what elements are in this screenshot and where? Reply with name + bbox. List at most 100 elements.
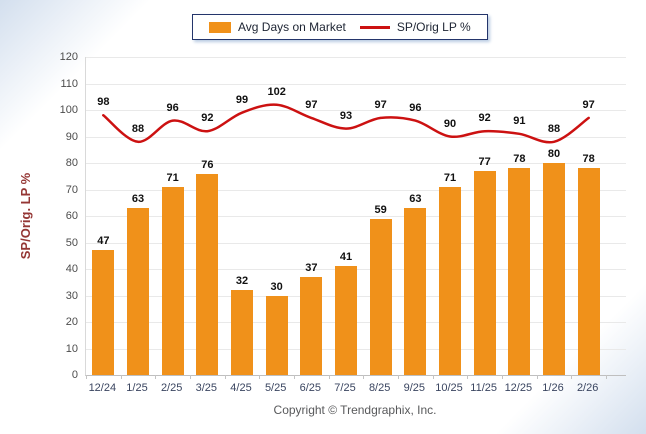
bar-value-label: 63: [131, 193, 145, 206]
x-tick-mark: [328, 375, 330, 379]
bar-value-label: 80: [547, 148, 561, 160]
gridline: [86, 242, 626, 244]
x-tick-mark: [190, 375, 191, 379]
line-value-label: 92: [201, 112, 214, 125]
x-tick-mark: [398, 375, 399, 379]
line-value-label: 97: [582, 98, 595, 111]
bar-value-label: 71: [443, 171, 457, 184]
x-tick-label: 2/25: [160, 382, 183, 394]
gridline: [86, 163, 626, 164]
legend-label: Avg Days on Market: [238, 20, 346, 34]
line-value-label: 96: [409, 101, 422, 114]
x-tick-mark: [294, 375, 295, 379]
bar: [543, 163, 565, 375]
y-tick-label: 80: [65, 157, 78, 169]
y-tick-label: 90: [65, 130, 78, 143]
bar: [161, 186, 184, 375]
line-value-label: 91: [513, 114, 526, 127]
y-tick-label: 100: [59, 104, 78, 116]
x-tick-label: 2/26: [576, 382, 599, 394]
x-tick-mark: [86, 375, 87, 379]
line-value-label: 93: [339, 109, 353, 122]
bar-value-label: 41: [339, 251, 353, 264]
x-tick-label: 12/25: [504, 382, 533, 394]
y-tick-label: 20: [65, 316, 78, 328]
x-tick-mark: [432, 375, 434, 379]
x-tick-label: 4/25: [230, 382, 252, 394]
y-tick-label: 60: [65, 210, 78, 222]
bar-series-swatch-icon: [209, 21, 231, 33]
bar-value-label: 78: [582, 153, 595, 166]
y-tick-label: 70: [65, 183, 78, 196]
x-tick-label: 1/26: [542, 382, 564, 394]
line-value-label: 97: [374, 98, 387, 111]
bar: [127, 208, 149, 375]
bar: [300, 276, 323, 375]
bar-value-label: 47: [97, 235, 110, 248]
bar: [265, 295, 288, 375]
line-value-label: 102: [267, 85, 286, 98]
y-tick-label: 110: [60, 77, 78, 90]
bar: [508, 168, 531, 375]
x-tick-mark: [155, 375, 157, 379]
legend: Avg Days on Market SP/Orig LP %: [192, 14, 488, 40]
x-tick-label: 10/25: [435, 382, 463, 394]
x-tick-label: 11/25: [470, 382, 498, 394]
bar-value-label: 32: [235, 275, 249, 288]
y-tick-label: 40: [65, 263, 78, 275]
line-value-label: 97: [305, 98, 318, 111]
x-tick-mark: [502, 375, 503, 379]
x-tick-label: 9/25: [403, 382, 426, 394]
line-value-label: 96: [166, 101, 179, 114]
x-tick-mark: [120, 375, 122, 379]
gridline: [86, 216, 626, 217]
gridline: [86, 83, 626, 85]
bar: [404, 208, 427, 375]
gridline: [86, 136, 626, 138]
line-series: [102, 103, 590, 144]
y-tick-label: 120: [59, 51, 78, 63]
legend-item: SP/Orig LP %: [359, 20, 471, 34]
gridline: [86, 189, 626, 191]
plot-area: 47 63 71 76 32 30 37 41 59 63 71 77 78 80 78 98 88 96 92 99…: [85, 57, 626, 379]
y-tick-label: 0: [71, 369, 78, 381]
bar-value-label: 76: [201, 158, 214, 171]
bar-value-label: 63: [409, 193, 422, 206]
bar: [577, 168, 600, 375]
line-value-label: 92: [478, 112, 491, 125]
bar: [473, 170, 496, 375]
line-value-label: 88: [547, 122, 561, 135]
bar: [231, 290, 253, 375]
legend-label: SP/Orig LP %: [396, 20, 471, 34]
y-tick-label: 30: [65, 289, 78, 302]
x-tick-label: 6/25: [299, 382, 322, 394]
gridline: [86, 110, 626, 111]
bar-value-label: 77: [478, 155, 491, 168]
x-tick-label: 3/25: [195, 382, 218, 394]
y-tick-label: 50: [65, 236, 78, 249]
bar-value-label: 37: [305, 261, 318, 274]
bar: [439, 186, 461, 375]
x-tick-mark: [224, 375, 226, 379]
x-tick-mark: [606, 375, 607, 379]
bar: [335, 266, 357, 375]
x-tick-mark: [571, 375, 573, 379]
line-value-label: 98: [97, 96, 110, 109]
line-value-label: 88: [131, 122, 145, 135]
x-tick-label: 5/25: [264, 382, 287, 394]
x-tick-mark: [467, 375, 469, 379]
bar-value-label: 30: [270, 280, 283, 293]
line-value-label: 90: [443, 117, 457, 130]
y-tick-label: 10: [65, 342, 78, 355]
legend-item: Avg Days on Market: [209, 20, 346, 34]
x-tick-label: 12/24: [88, 382, 117, 394]
line-series-swatch-icon: [359, 25, 390, 29]
gridline: [86, 57, 626, 58]
x-tick-mark: [259, 375, 261, 379]
x-tick-label: 7/25: [334, 382, 356, 394]
line-value-label: 99: [235, 93, 249, 106]
x-tick-label: 8/25: [368, 382, 391, 394]
y-axis-title: SP/Orig. LP %: [18, 172, 33, 260]
x-tick-mark: [363, 375, 365, 379]
